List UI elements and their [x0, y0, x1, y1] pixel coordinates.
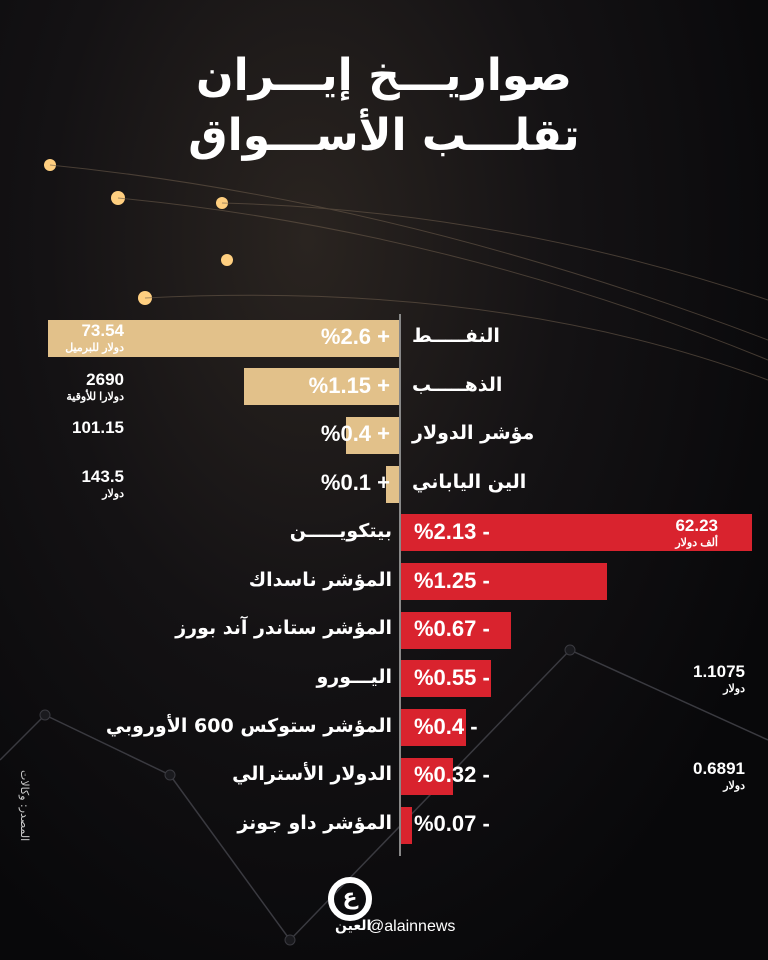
percent-label: %0.4 +: [320, 421, 390, 447]
price-value: 2690 دولارا للأوقية: [66, 370, 124, 403]
price-value: 1.1075 دولار: [693, 662, 745, 695]
bar: [244, 368, 400, 406]
title-line-2: تقلـــب الأســـواق: [188, 110, 580, 161]
bar: [48, 319, 400, 357]
price-unit: دولار للبرميل: [65, 342, 124, 354]
chart-axis: [399, 314, 401, 856]
price-number: 73.54: [81, 321, 124, 340]
percent-label: %0.07 -: [414, 811, 490, 836]
percent-label: %0.55 -: [414, 664, 490, 690]
category-label: مؤشر الدولار: [412, 422, 535, 445]
price-unit: دولار: [102, 488, 124, 501]
title-line-1: صواريـــخ إيـــران: [196, 50, 572, 101]
price-number: 143.5: [81, 467, 124, 487]
price-number: 0.6891: [693, 759, 745, 779]
price-value: 143.5 دولار: [81, 467, 124, 500]
price-value: 0.6891 دولار: [693, 759, 745, 792]
bar: [400, 611, 511, 649]
category-label: الدولار الأسترالي: [232, 763, 392, 786]
price-number: 1.1075: [693, 661, 745, 681]
bar: [400, 514, 752, 552]
percent-label: %0.4 -: [414, 713, 478, 739]
bar: [400, 806, 412, 844]
price-unit: دولارا للأوقية: [66, 390, 124, 403]
percent-label: %2.13 -: [414, 518, 490, 544]
percent-label: %1.25 -: [414, 567, 490, 593]
price-value: 73.54 دولار للبرميل: [65, 321, 124, 354]
bar: [345, 416, 400, 454]
category-label: اليـــورو: [316, 665, 392, 688]
category-label: المؤشر داو جونز: [237, 812, 392, 834]
category-label: المؤشر ستوكس 600 الأوروبي: [105, 714, 392, 737]
brand-name: العين: [335, 918, 372, 934]
percent-label: %2.6 +: [320, 324, 390, 349]
bar: [400, 757, 453, 795]
source-note: المصدر: وكالات: [18, 770, 31, 842]
category-label: بيتكويـــــن: [289, 519, 392, 542]
bar: [386, 465, 400, 503]
price-unit: دولار: [723, 682, 745, 695]
percent-label: %0.32 -: [414, 762, 490, 788]
bar: [400, 563, 607, 600]
category-label: المؤشر ناسداك: [248, 568, 392, 591]
bar: [400, 660, 491, 698]
percent-label: %0.1 +: [320, 470, 390, 496]
social-handle[interactable]: @alainnews: [368, 918, 456, 935]
category-label: المؤشر ستاندر آند بورز: [175, 617, 392, 640]
alain-logo: ع: [328, 877, 372, 921]
category-label: الين الياباني: [412, 471, 527, 494]
percent-label: %1.15 +: [308, 372, 390, 398]
price-value: 62.23 ألف دولار: [675, 516, 718, 549]
price-unit: دولار: [723, 780, 745, 793]
bar: [400, 709, 467, 747]
price-number: 62.23: [675, 515, 718, 535]
price-number: 101.15: [72, 418, 124, 438]
price-number: 2690: [86, 369, 124, 389]
category-label: الذهـــــب: [412, 373, 503, 396]
price-value: 101.15: [72, 418, 124, 438]
price-unit: ألف دولار: [675, 536, 718, 549]
category-label: النفـــــط: [412, 325, 500, 347]
percent-label: %0.67 -: [414, 616, 490, 642]
